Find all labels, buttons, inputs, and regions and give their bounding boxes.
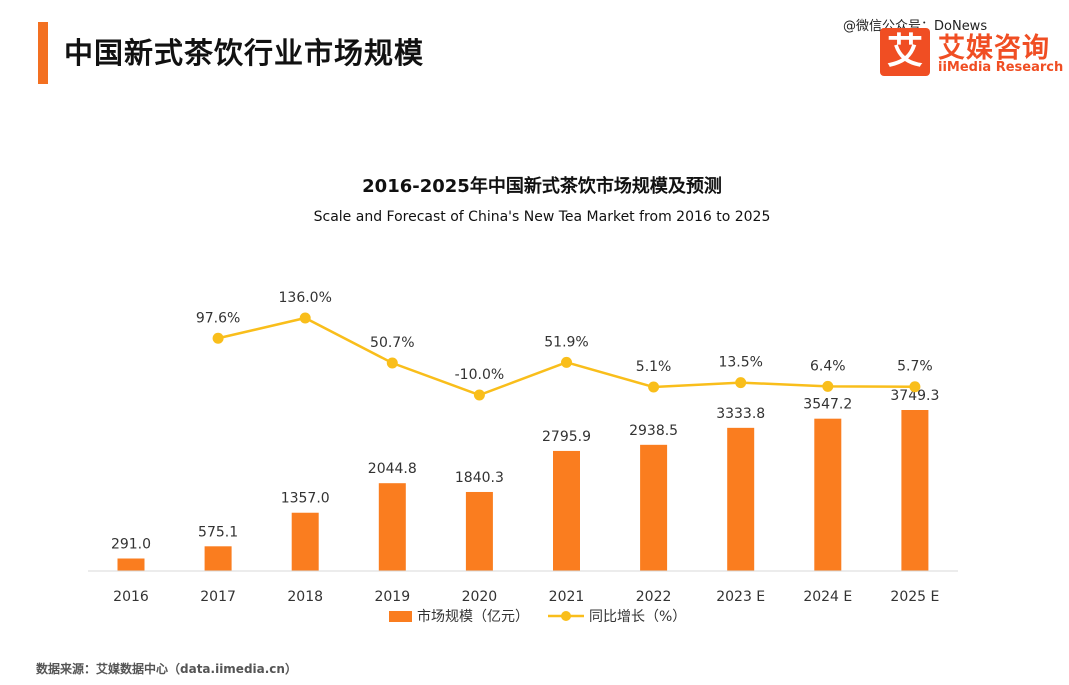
growth-value-label: 13.5% xyxy=(718,355,762,371)
bar-value-label: 1840.3 xyxy=(455,470,504,486)
logo-chinese-name: 艾媒咨询 xyxy=(938,33,1050,64)
growth-point xyxy=(386,357,398,369)
logo-english-name: iiMedia Research xyxy=(938,60,1064,75)
growth-point xyxy=(822,380,834,392)
growth-point xyxy=(212,332,224,344)
growth-value-label: 5.7% xyxy=(897,359,933,375)
growth-point xyxy=(473,389,485,401)
growth-point xyxy=(648,381,660,393)
growth-point xyxy=(561,356,572,368)
chart-subtitle: Scale and Forecast of China's New Tea Ma… xyxy=(314,209,771,225)
bar-value-label: 3749.3 xyxy=(890,388,939,404)
bar-2017 xyxy=(204,546,232,571)
x-tick-label: 2018 xyxy=(287,589,323,605)
bar-value-label: 3333.8 xyxy=(716,406,765,422)
data-source: 数据来源：艾媒数据中心（data.iimedia.cn） xyxy=(36,662,297,676)
growth-point xyxy=(735,377,747,389)
growth-line xyxy=(217,316,915,397)
bar-2023-E xyxy=(727,427,755,571)
brand-logo: 艾 艾媒咨询 iiMedia Research xyxy=(880,26,1063,82)
x-tick-label: 2016 xyxy=(113,589,149,605)
x-tick-label: 2023 E xyxy=(716,589,765,605)
legend-bar-swatch xyxy=(389,611,412,622)
bar-value-label: 1357.0 xyxy=(281,491,330,507)
watermark-text: @微信公众号：DoNews xyxy=(843,19,988,34)
bar-value-label: 2044.8 xyxy=(368,461,417,477)
bar-value-label: 575.1 xyxy=(198,524,238,540)
x-tick-label: 2024 E xyxy=(803,589,852,605)
bar-value-label: 3547.2 xyxy=(803,397,852,413)
growth-value-label: -10.0% xyxy=(455,367,505,383)
title-accent-bar xyxy=(38,22,48,84)
legend-line-marker xyxy=(561,611,571,621)
page-title: 中国新式茶饮行业市场规模 xyxy=(64,36,425,70)
chart-title: 2016-2025年中国新式茶饮市场规模及预测 xyxy=(362,175,722,197)
growth-value-label: 6.4% xyxy=(810,358,846,374)
x-tick-label: 2021 xyxy=(549,589,585,605)
growth-value-label: 97.6% xyxy=(196,310,240,326)
bar-2016 xyxy=(117,558,145,571)
legend-bar-label: 市场规模（亿元） xyxy=(417,608,529,625)
bar-value-label: 2938.5 xyxy=(629,423,678,439)
x-tick-label: 2022 xyxy=(636,589,672,605)
legend-line-label: 同比增长（%） xyxy=(589,609,686,625)
bar-value-label: 2795.9 xyxy=(542,429,591,445)
bar-2025-E xyxy=(901,410,929,571)
growth-value-label: 5.1% xyxy=(636,359,672,375)
growth-value-label: 50.7% xyxy=(370,335,414,351)
bar-2020 xyxy=(465,491,493,571)
bar-2019 xyxy=(378,483,406,571)
growth-value-label: 51.9% xyxy=(544,334,588,350)
logo-mark-icon: 艾 xyxy=(880,28,930,76)
growth-point xyxy=(909,381,921,393)
bar-2018 xyxy=(291,512,319,571)
bar-2024-E xyxy=(814,418,842,571)
growth-point xyxy=(299,312,311,324)
bar-value-label: 291.0 xyxy=(111,537,151,553)
bar-2021 xyxy=(553,450,580,571)
growth-value-label: 136.0% xyxy=(279,290,332,306)
legend: 市场规模（亿元） 同比增长（%） xyxy=(389,608,686,625)
x-tick-label: 2017 xyxy=(200,589,236,605)
x-tick-label: 2019 xyxy=(374,589,410,605)
bar-2022 xyxy=(640,444,668,571)
x-tick-label: 2020 xyxy=(462,589,498,605)
x-tick-label: 2025 E xyxy=(890,589,939,605)
